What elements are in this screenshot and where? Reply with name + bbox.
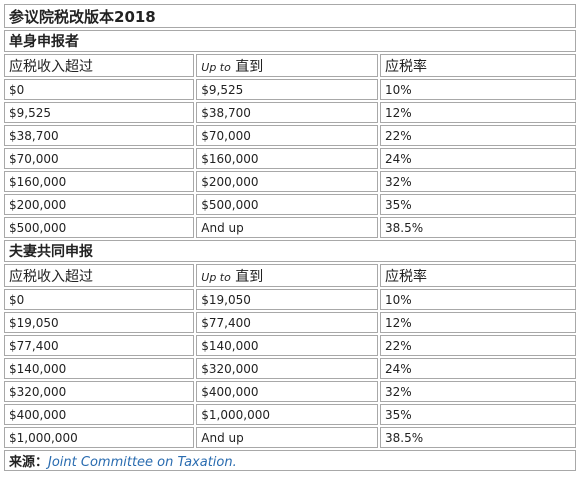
header-cell: Up to 直到 xyxy=(196,54,379,77)
table-cell: 22% xyxy=(380,125,576,146)
table-cell: 12% xyxy=(380,102,576,123)
table-cell: $1,000,000 xyxy=(196,404,379,425)
table-row: $500,000 And up 38.5% xyxy=(4,217,576,238)
table-cell: $70,000 xyxy=(4,148,195,169)
table-row: $77,400 $140,000 22% xyxy=(4,335,576,356)
table-row: $160,000 $200,000 32% xyxy=(4,171,576,192)
table-row: $400,000 $1,000,000 35% xyxy=(4,404,576,425)
table-cell: $19,050 xyxy=(4,312,195,333)
section-title: 单身申报者 xyxy=(4,30,576,52)
source-label: 来源： xyxy=(9,455,49,470)
table-row: $140,000 $320,000 24% xyxy=(4,358,576,379)
section-title: 夫妻共同申报 xyxy=(4,240,576,262)
table-cell: $140,000 xyxy=(196,335,379,356)
table-cell: $140,000 xyxy=(4,358,195,379)
table-cell: $500,000 xyxy=(4,217,195,238)
table-cell: $9,525 xyxy=(4,102,195,123)
table-cell: $0 xyxy=(4,79,195,100)
table-cell: And up xyxy=(196,427,379,448)
table-row: 参议院税改版本2018 xyxy=(4,4,576,28)
header-cell: 应税收入超过 xyxy=(4,264,195,287)
table-row: 夫妻共同申报 xyxy=(4,240,576,262)
header-cell: 应税收入超过 xyxy=(4,54,195,77)
table-row: 应税收入超过 Up to 直到 应税率 xyxy=(4,54,576,77)
table-cell: 35% xyxy=(380,194,576,215)
table-row: $19,050 $77,400 12% xyxy=(4,312,576,333)
table-cell: $38,700 xyxy=(4,125,195,146)
table-cell: 38.5% xyxy=(380,427,576,448)
table-cell: 24% xyxy=(380,148,576,169)
header-italic: Up to xyxy=(201,60,231,74)
table-cell: $200,000 xyxy=(4,194,195,215)
header-italic: Up to xyxy=(201,270,231,284)
table-cell: 10% xyxy=(380,79,576,100)
table-cell: $77,400 xyxy=(4,335,195,356)
table-cell: 24% xyxy=(380,358,576,379)
table-cell: $19,050 xyxy=(196,289,379,310)
table-cell: $77,400 xyxy=(196,312,379,333)
table-row: $38,700 $70,000 22% xyxy=(4,125,576,146)
table-cell: $1,000,000 xyxy=(4,427,195,448)
table-cell: $500,000 xyxy=(196,194,379,215)
header-cell: Up to 直到 xyxy=(196,264,379,287)
table-cell: $320,000 xyxy=(4,381,195,402)
table-cell: 32% xyxy=(380,171,576,192)
table-cell: $320,000 xyxy=(196,358,379,379)
table-cell: $38,700 xyxy=(196,102,379,123)
table-cell: $160,000 xyxy=(196,148,379,169)
table-cell: And up xyxy=(196,217,379,238)
table-cell: 10% xyxy=(380,289,576,310)
table-row: $9,525 $38,700 12% xyxy=(4,102,576,123)
table-cell: $400,000 xyxy=(4,404,195,425)
table-body: 参议院税改版本2018 单身申报者 应税收入超过 Up to 直到 应税率 $0 $9,52… xyxy=(4,4,576,471)
header-cell: 应税率 xyxy=(380,264,576,287)
table-cell: 32% xyxy=(380,381,576,402)
table-row: $0 $19,050 10% xyxy=(4,289,576,310)
table-row: $70,000 $160,000 24% xyxy=(4,148,576,169)
table-row: 来源：Joint Committee on Taxation. xyxy=(4,450,576,471)
table-cell: $400,000 xyxy=(196,381,379,402)
source-link[interactable]: Joint Committee on Taxation. xyxy=(48,455,237,470)
table-cell: $200,000 xyxy=(196,171,379,192)
table-row: $200,000 $500,000 35% xyxy=(4,194,576,215)
table-cell: 12% xyxy=(380,312,576,333)
table-row: $320,000 $400,000 32% xyxy=(4,381,576,402)
table-cell: 38.5% xyxy=(380,217,576,238)
source-cell: 来源：Joint Committee on Taxation. xyxy=(4,450,576,471)
header-text: 直到 xyxy=(235,268,264,285)
table-cell: 35% xyxy=(380,404,576,425)
table-cell: $70,000 xyxy=(196,125,379,146)
table-row: $1,000,000 And up 38.5% xyxy=(4,427,576,448)
tax-table: 参议院税改版本2018 单身申报者 应税收入超过 Up to 直到 应税率 $0 $9,52… xyxy=(2,2,578,473)
table-cell: $0 xyxy=(4,289,195,310)
table-cell: 22% xyxy=(380,335,576,356)
table-title: 参议院税改版本2018 xyxy=(4,4,576,28)
table-cell: $9,525 xyxy=(196,79,379,100)
table-row: 单身申报者 xyxy=(4,30,576,52)
header-cell: 应税率 xyxy=(380,54,576,77)
table-cell: $160,000 xyxy=(4,171,195,192)
table-row: $0 $9,525 10% xyxy=(4,79,576,100)
table-row: 应税收入超过 Up to 直到 应税率 xyxy=(4,264,576,287)
header-text: 直到 xyxy=(235,58,264,75)
